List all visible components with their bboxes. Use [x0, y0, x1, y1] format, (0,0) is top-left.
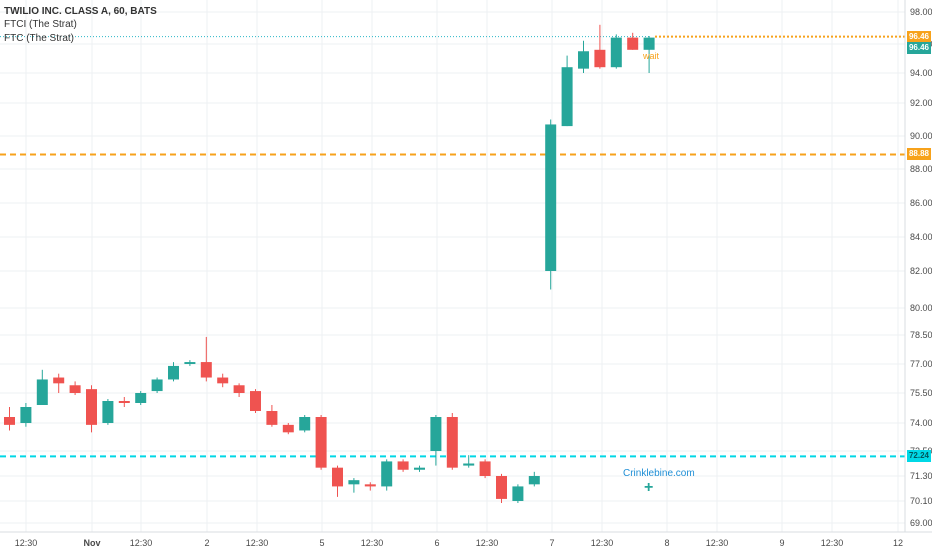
candle-body — [446, 417, 458, 468]
y-tick-label: 90.00 — [910, 131, 932, 141]
y-tick-label: 80.00 — [910, 303, 932, 313]
price-line-tag: 88.88 — [907, 148, 931, 161]
candle-body — [299, 417, 311, 431]
y-tick-label: 70.10 — [910, 496, 932, 506]
grid-lines — [0, 0, 905, 532]
candle-body — [364, 484, 376, 487]
x-tick-label: 12:30 — [246, 538, 269, 548]
y-tick-label: 92.00 — [910, 98, 932, 108]
candle-body — [217, 377, 229, 384]
candle-body — [135, 393, 147, 403]
candle-body — [315, 417, 327, 468]
candle-body — [627, 37, 639, 50]
candle-body — [414, 467, 425, 470]
candle-body — [528, 476, 540, 485]
x-tick-label: 6 — [434, 538, 439, 548]
candle-body — [86, 389, 97, 425]
y-tick-label: 71.30 — [910, 471, 932, 481]
candle-body — [4, 417, 15, 425]
candle-body — [36, 379, 48, 405]
y-tick-label: 86.00 — [910, 198, 932, 208]
candle-body — [578, 51, 589, 69]
x-tick-label: 12:30 — [361, 538, 384, 548]
y-tick-label: 75.50 — [910, 388, 932, 398]
y-tick-label: 77.00 — [910, 359, 932, 369]
candle-body — [200, 362, 212, 378]
y-tick-label: 78.50 — [910, 330, 932, 340]
x-tick-label: 12:30 — [130, 538, 153, 548]
watermark-text: Crinklebine.com — [623, 468, 695, 479]
candle-body — [266, 411, 278, 425]
candle-body — [118, 401, 130, 403]
indicator-ftc-label[interactable]: FTC (The Strat) — [4, 33, 75, 44]
x-tick-label: 12:30 — [476, 538, 499, 548]
candle-body — [168, 365, 179, 380]
y-tick-label: 69.00 — [910, 518, 932, 528]
candle-body — [184, 362, 196, 364]
candle-body — [53, 377, 65, 384]
candle-body — [643, 37, 655, 50]
candle-body — [594, 49, 606, 68]
x-tick-label: 12:30 — [821, 538, 844, 548]
y-tick-label: 88.00 — [910, 164, 932, 174]
candle-body — [332, 467, 343, 487]
price-line-tag: 96.46 — [907, 30, 931, 43]
x-tick-label: 12:30 — [706, 538, 729, 548]
candle-body — [430, 417, 442, 451]
crosshair-icon: + — [644, 479, 654, 496]
last-price-tag: 96.46 — [907, 41, 931, 54]
candle-body — [20, 407, 32, 423]
candles — [4, 24, 655, 503]
x-tick-label: 2 — [204, 538, 209, 548]
candle-body — [102, 401, 114, 423]
x-tick-label: 8 — [664, 538, 669, 548]
price-line-tag: 72.24 — [907, 450, 931, 463]
candle-body — [233, 385, 245, 393]
indicator-ftci-label[interactable]: FTCI (The Strat) — [4, 19, 77, 30]
candle-body — [151, 379, 163, 392]
x-tick-label: 12 — [893, 538, 903, 548]
y-tick-label: 98.00 — [910, 7, 932, 17]
x-tick-label: 12:30 — [591, 538, 614, 548]
wait-annotation: wait — [643, 51, 660, 61]
candle-body — [463, 463, 475, 466]
candle-body — [381, 461, 393, 487]
candle-body — [282, 424, 294, 433]
symbol-title: TWILIO INC. CLASS A, 60, BATS — [4, 6, 157, 17]
candle-body — [496, 476, 507, 499]
x-tick-label: 9 — [779, 538, 784, 548]
candle-body — [561, 67, 573, 127]
y-tick-label: 82.00 — [910, 266, 932, 276]
y-tick-label: 94.00 — [910, 68, 932, 78]
x-tick-label: Nov — [83, 538, 100, 548]
candle-body — [610, 37, 622, 68]
candle-body — [348, 480, 360, 485]
time-axis[interactable]: 12:30 Nov 12:30 2 12:30 5 12:30 6 12:30 7 12:30 8 12… — [0, 531, 932, 548]
candle-body — [69, 385, 81, 393]
candle-body — [397, 461, 409, 470]
candle-body — [479, 461, 491, 476]
candle-body — [512, 486, 524, 501]
y-tick-label: 84.00 — [910, 232, 932, 242]
x-tick-label: 7 — [549, 538, 554, 548]
candle-body — [545, 124, 557, 271]
y-tick-label: 74.00 — [910, 418, 932, 428]
x-tick-label: 12:30 — [15, 538, 38, 548]
candle-body — [250, 391, 261, 411]
x-tick-label: 5 — [319, 538, 324, 548]
